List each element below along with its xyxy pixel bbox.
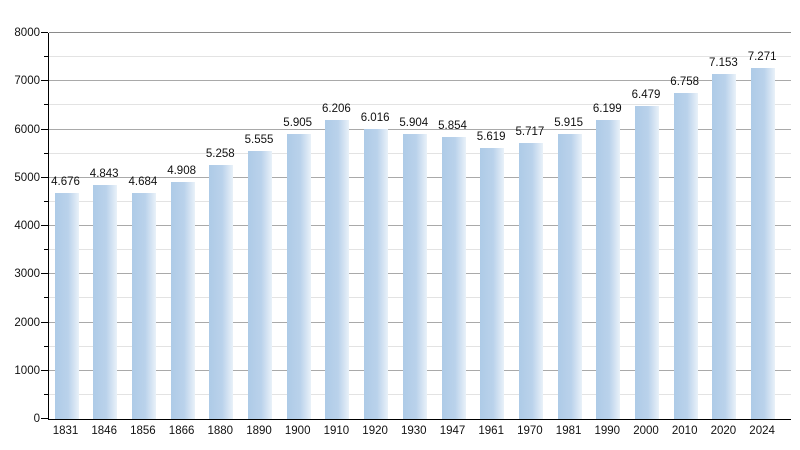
bar-value-label: 6.016 [360, 111, 390, 124]
x-axis-tick-label: 2024 [749, 425, 775, 437]
y-axis-major-tick [41, 418, 48, 419]
bar-2020 [712, 73, 737, 419]
y-axis-major-tick [41, 369, 48, 371]
x-axis-tick-label: 1880 [207, 425, 234, 437]
y-axis-minor-tick [44, 200, 48, 202]
y-axis-major-tick [41, 225, 48, 226]
y-axis-tick-label: 0 [33, 413, 40, 425]
bar-value-label: 5.904 [399, 117, 429, 130]
bar-value-label: 5.555 [244, 133, 274, 146]
y-axis-minor-tick [44, 104, 48, 106]
y-axis-tick-label: 6000 [14, 123, 40, 136]
x-axis-tick-label: 1846 [91, 425, 117, 437]
x-axis-tick-label: 1856 [130, 425, 156, 437]
bar-1880 [209, 165, 234, 419]
y-axis-minor-tick [44, 393, 48, 395]
bar-1990 [596, 119, 621, 419]
bar-1890 [248, 150, 272, 419]
bar-1920 [364, 128, 389, 419]
bar-value-label: 4.908 [167, 165, 196, 178]
bar-value-label: 6.199 [592, 102, 622, 115]
bar-value-label: 5.717 [515, 126, 545, 139]
major-gridline [49, 128, 791, 130]
y-axis-minor-tick [44, 249, 48, 251]
y-axis-tick-label: 5000 [14, 171, 40, 184]
x-axis-tick-label: 1890 [246, 425, 272, 437]
bar-1947 [441, 136, 466, 419]
x-axis-tick-label: 1831 [52, 425, 79, 437]
y-axis-minor-tick [44, 56, 48, 58]
x-axis-tick-label: 1900 [284, 425, 311, 437]
y-axis-minor-tick [44, 297, 48, 299]
y-axis-minor-tick [44, 152, 48, 154]
bar-2024 [751, 68, 776, 419]
y-axis-tick-label: 8000 [14, 27, 40, 39]
x-axis-tick-label: 1981 [555, 425, 582, 437]
y-axis-tick-label: 7000 [14, 75, 40, 88]
x-axis-tick-label: 1910 [323, 425, 350, 437]
bar-1856 [131, 193, 156, 419]
y-axis-tick-label: 1000 [14, 364, 40, 377]
x-axis-tick-label: 1961 [478, 425, 504, 437]
major-gridline [49, 32, 791, 33]
bar-2000 [635, 106, 659, 419]
bar-value-label: 4.843 [89, 168, 119, 181]
y-axis-major-tick [41, 80, 48, 82]
x-axis-tick-label: 1947 [439, 425, 466, 437]
plot-area [41, 32, 791, 420]
bar-1910 [325, 119, 350, 419]
minor-gridline [49, 56, 791, 58]
y-axis-major-tick [41, 321, 48, 323]
x-axis-tick-label: 1920 [362, 425, 388, 437]
bar-1866 [170, 182, 195, 419]
bar-value-label: 6.206 [322, 102, 351, 115]
y-axis-major-tick [41, 32, 48, 33]
bar-value-label: 4.676 [51, 176, 80, 189]
x-axis-tick-label: 2010 [671, 425, 698, 437]
y-axis-major-tick [41, 273, 48, 275]
bar-1930 [402, 134, 427, 419]
y-axis-major-tick [41, 128, 48, 130]
bar-1900 [286, 134, 311, 419]
bar-value-label: 7.153 [709, 56, 738, 69]
major-gridline [49, 80, 791, 82]
bar-1846 [93, 185, 118, 419]
x-axis-tick-label: 1866 [168, 425, 195, 437]
x-axis-tick-label: 2000 [633, 425, 659, 437]
y-axis-tick-label: 2000 [14, 316, 40, 329]
bar-1970 [518, 143, 543, 419]
bar-value-label: 5.619 [476, 130, 506, 143]
y-axis-tick-label: 4000 [14, 220, 40, 232]
bar-value-label: 5.905 [283, 117, 313, 130]
x-axis-tick-label: 1990 [594, 425, 621, 437]
bar-1961 [480, 147, 505, 419]
bar-value-label: 6.758 [670, 75, 700, 88]
bar-value-label: 6.479 [631, 89, 661, 102]
y-axis-tick-label: 3000 [14, 268, 40, 281]
y-axis-major-tick [41, 176, 48, 178]
x-axis-tick-label: 2020 [710, 425, 737, 437]
bar-value-label: 7.271 [747, 51, 777, 64]
x-axis-tick-label: 1930 [401, 425, 427, 437]
bar-value-label: 5.854 [438, 119, 467, 132]
y-axis-minor-tick [44, 345, 48, 347]
bar-2010 [673, 92, 698, 419]
x-axis-tick-label: 1970 [517, 425, 543, 437]
bar-value-label: 5.915 [554, 116, 583, 129]
bar-value-label: 4.684 [128, 175, 158, 188]
bar-1981 [557, 133, 582, 419]
bar-1831 [54, 193, 79, 419]
minor-gridline [49, 104, 791, 106]
bar-value-label: 5.258 [205, 148, 235, 161]
